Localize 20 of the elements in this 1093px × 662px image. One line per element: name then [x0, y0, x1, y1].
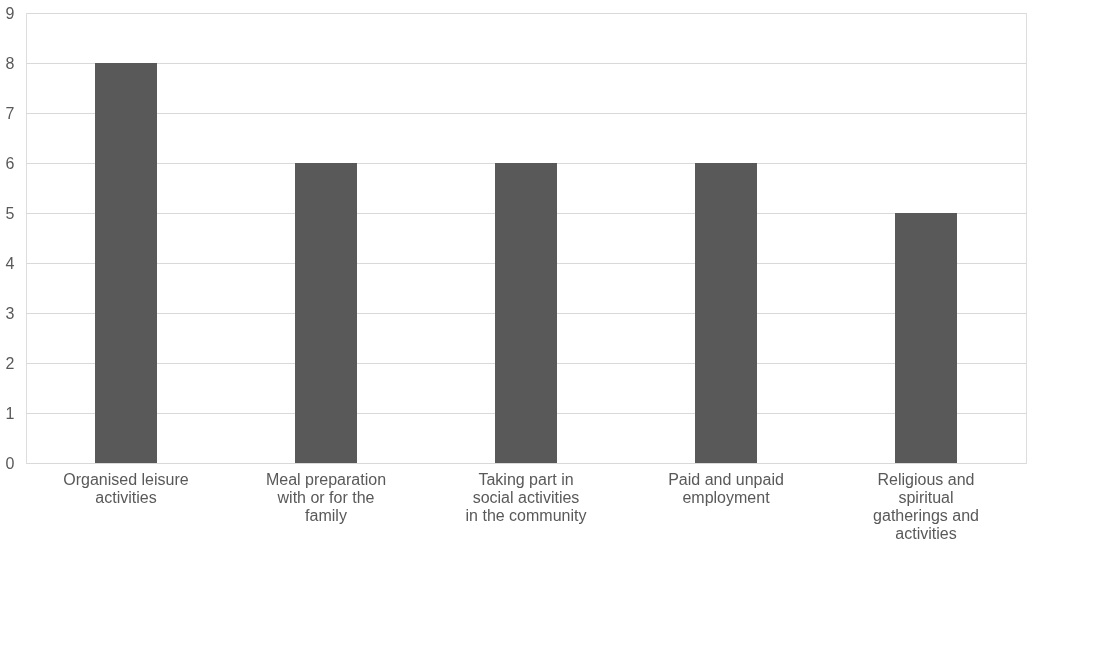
- x-tick-label: Paid and unpaid employment: [668, 470, 784, 506]
- x-tick-label: Religious and spiritual gatherings and activities: [873, 470, 979, 542]
- x-tick-label: Taking part in social activities in the community: [465, 470, 587, 524]
- y-tick-label: 5: [5, 204, 15, 222]
- y-tick-label: 8: [5, 54, 15, 72]
- bar: [495, 163, 557, 463]
- y-tick-label: 4: [5, 254, 15, 272]
- bar: [895, 213, 957, 463]
- y-tick-label: 2: [5, 354, 15, 372]
- y-tick-label: 1: [5, 404, 15, 422]
- x-tick-label: Organised leisure activities: [63, 470, 189, 506]
- y-tick-label: 3: [5, 304, 15, 322]
- bar: [295, 163, 357, 463]
- x-tick-label: Meal preparation with or for the family: [265, 470, 387, 524]
- bar: [695, 163, 757, 463]
- y-tick-label: 7: [5, 104, 15, 122]
- bar: [95, 63, 157, 463]
- y-tick-label: 6: [5, 154, 15, 172]
- y-tick-label: 9: [5, 4, 15, 22]
- y-tick-label: 0: [5, 454, 15, 472]
